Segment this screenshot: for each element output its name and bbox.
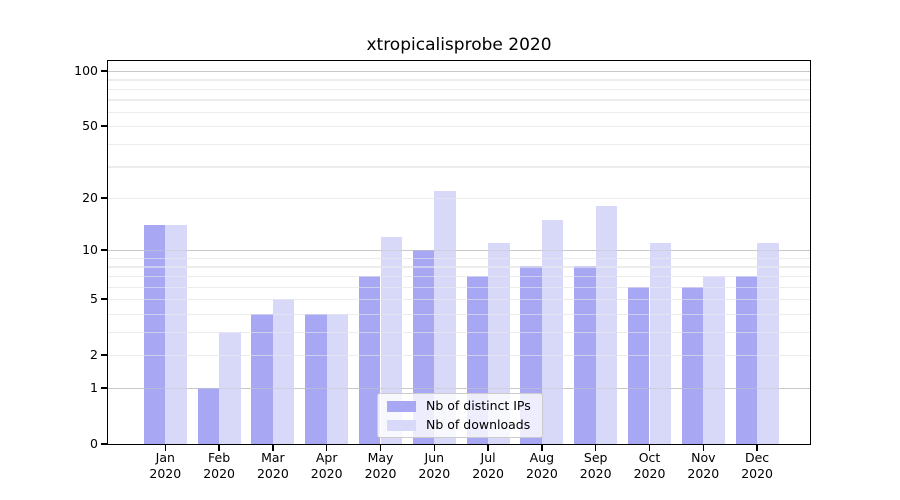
x-tick-label: Apr 2020 xyxy=(310,450,343,481)
x-tick-label: Dec 2020 xyxy=(741,450,773,481)
bar-distinct-ips-nov xyxy=(681,286,704,444)
bar-distinct-ips-jan xyxy=(143,225,166,444)
bars-layer xyxy=(108,61,810,444)
y-tick-mark xyxy=(101,298,108,300)
y-tick-mark xyxy=(101,354,108,356)
y-tick-mark xyxy=(101,387,108,389)
x-tick-mark xyxy=(433,444,436,451)
y-tick-label: 0 xyxy=(90,436,98,451)
x-tick-label: Aug 2020 xyxy=(525,450,558,481)
bar-downloads-mar xyxy=(272,299,295,444)
bar-downloads-nov xyxy=(703,275,725,444)
x-tick-label: Feb 2020 xyxy=(203,450,235,481)
legend-swatch-distinct-ips xyxy=(387,400,416,412)
legend-entry-distinct-ips: Nb of distinct IPs xyxy=(387,398,533,414)
x-tick-mark xyxy=(218,444,220,451)
y-tick-label: 10 xyxy=(82,242,98,258)
x-tick-mark xyxy=(325,444,328,451)
x-tick-mark xyxy=(648,444,651,451)
x-tick-mark xyxy=(272,444,274,451)
y-tick-mark xyxy=(101,197,108,199)
bar-downloads-oct xyxy=(649,243,672,444)
legend-entry-downloads: Nb of downloads xyxy=(387,417,533,433)
bar-distinct-ips-mar xyxy=(251,313,273,444)
y-tick-label: 1 xyxy=(90,379,98,395)
y-tick-mark xyxy=(101,249,108,251)
y-tick-mark xyxy=(101,70,108,72)
x-tick-label: Jan 2020 xyxy=(149,450,182,481)
y-tick-mark xyxy=(101,443,108,445)
y-tick-mark xyxy=(101,125,108,127)
legend-label-downloads: Nb of downloads xyxy=(426,417,531,432)
bar-downloads-sep xyxy=(595,206,618,444)
bar-downloads-feb xyxy=(219,331,241,444)
y-tick-label: 20 xyxy=(82,189,98,205)
bar-downloads-jan xyxy=(165,225,187,444)
plot-area xyxy=(108,61,810,444)
x-tick-label: Jul 2020 xyxy=(472,450,504,481)
bar-distinct-ips-feb xyxy=(197,387,220,444)
x-tick-mark xyxy=(756,444,758,451)
bar-downloads-aug xyxy=(541,219,564,444)
y-tick-label: 5 xyxy=(90,291,98,307)
y-tick-label: 2 xyxy=(90,347,98,363)
bar-downloads-dec xyxy=(757,243,779,444)
bar-distinct-ips-apr xyxy=(305,313,327,444)
x-tick-mark xyxy=(594,444,597,451)
bar-distinct-ips-oct xyxy=(627,286,650,444)
x-tick-mark xyxy=(541,444,543,451)
chart-title: xtropicalisprobe 2020 xyxy=(366,35,552,55)
x-tick-mark xyxy=(379,444,382,451)
bar-downloads-jun xyxy=(434,190,456,444)
bar-downloads-may xyxy=(380,236,403,444)
x-tick-label: Mar 2020 xyxy=(256,450,289,481)
x-tick-label: Nov 2020 xyxy=(687,450,720,481)
x-tick-mark xyxy=(702,444,705,451)
y-tick-label: 50 xyxy=(82,118,98,134)
x-tick-label: Oct 2020 xyxy=(633,450,666,481)
bar-distinct-ips-dec xyxy=(735,275,758,444)
legend-swatch-downloads xyxy=(387,419,416,431)
bar-distinct-ips-may xyxy=(358,275,381,444)
bar-distinct-ips-sep xyxy=(574,266,596,444)
x-tick-label: Sep 2020 xyxy=(579,450,612,481)
legend-label-distinct-ips: Nb of distinct IPs xyxy=(426,398,531,413)
y-tick-label: 100 xyxy=(74,63,98,78)
x-tick-mark xyxy=(164,444,167,451)
x-tick-label: May 2020 xyxy=(364,450,397,481)
x-tick-mark xyxy=(487,444,489,451)
bar-downloads-apr xyxy=(326,313,349,444)
legend: Nb of distinct IPs Nb of downloads xyxy=(377,393,543,438)
x-tick-label: Jun 2020 xyxy=(418,450,451,481)
